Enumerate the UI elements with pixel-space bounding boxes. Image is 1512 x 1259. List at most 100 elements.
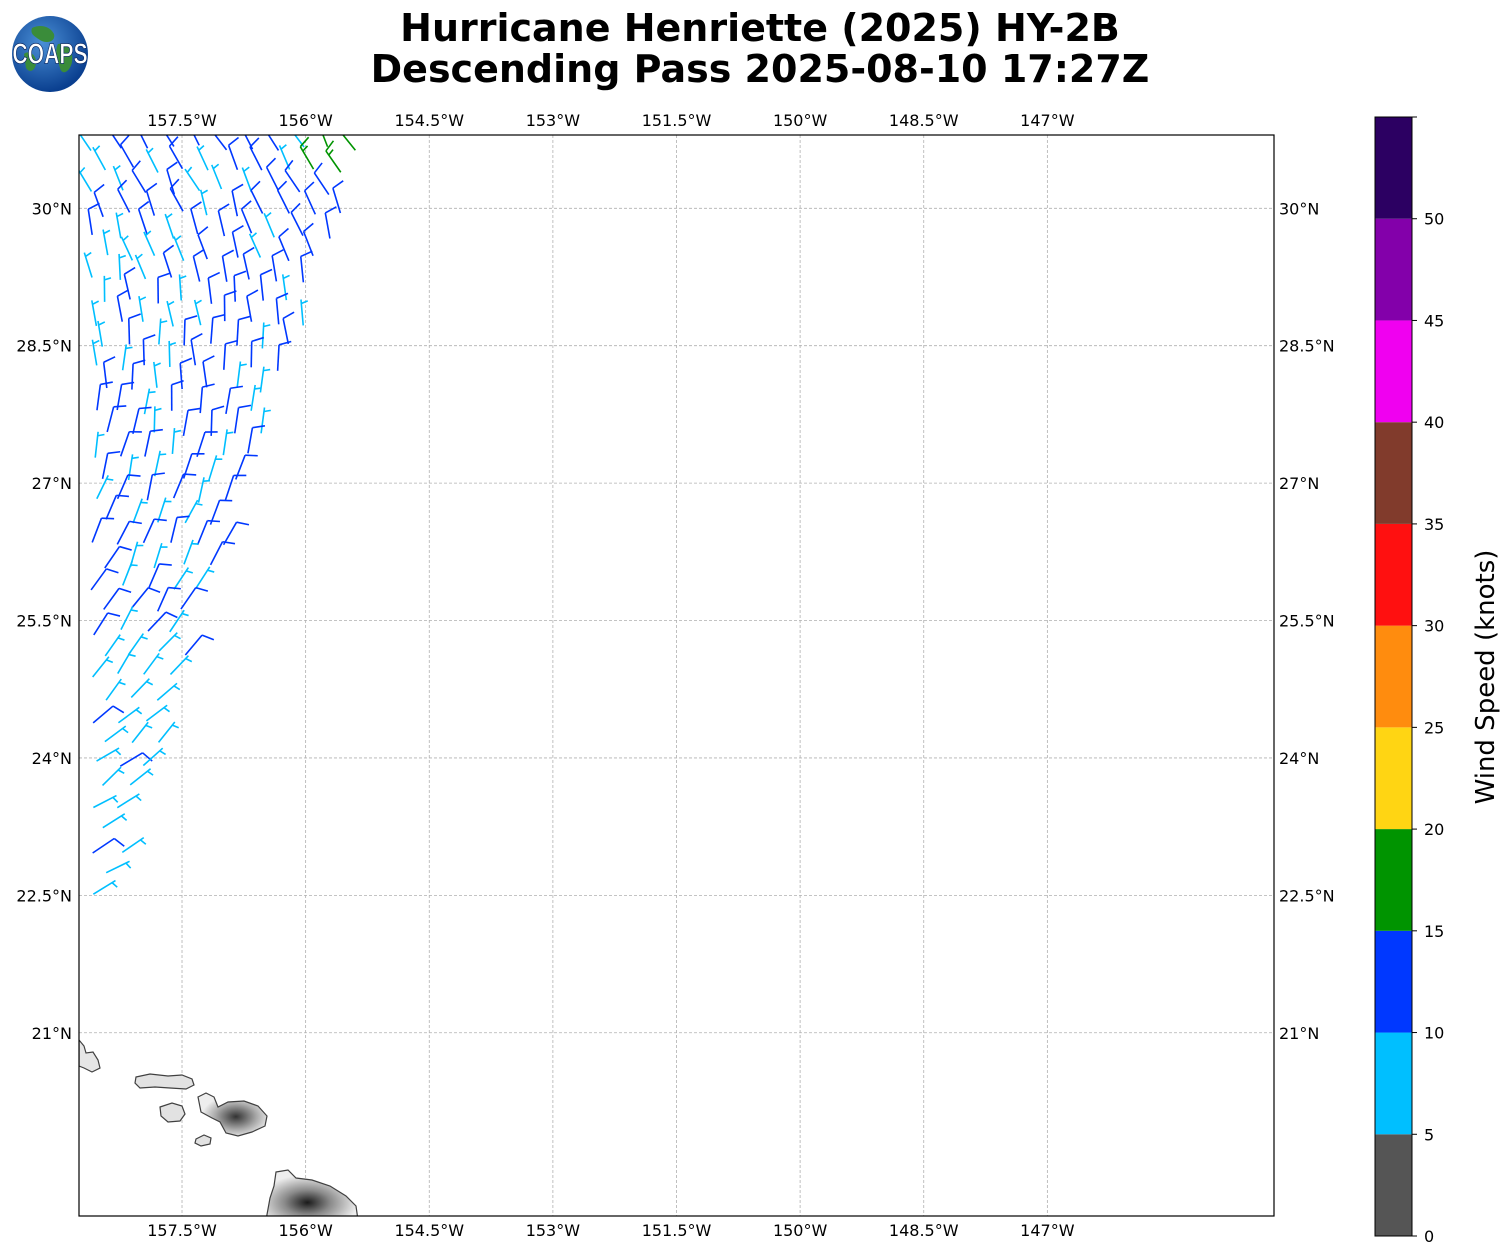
barb-shaft <box>145 148 159 173</box>
lon-tick-label-bottom: 151.5°W <box>642 1221 712 1240</box>
barb-shaft <box>92 146 107 171</box>
barb-flag <box>127 474 141 477</box>
barb-half-flag <box>282 274 290 280</box>
wind-barb <box>92 705 125 724</box>
wind-barb <box>249 137 263 171</box>
barb-half-flag <box>302 145 309 152</box>
barb-flag <box>166 161 178 171</box>
barb-shaft <box>183 539 194 565</box>
wind-barb <box>116 793 142 809</box>
barb-shaft <box>170 517 178 543</box>
barb-flag <box>93 183 105 194</box>
lon-tick-label-top: 154.5°W <box>394 111 464 130</box>
barb-flag <box>119 545 132 551</box>
barb-shaft <box>131 587 149 609</box>
barb-half-flag <box>265 212 272 218</box>
wind-barb <box>157 272 171 304</box>
barb-flag <box>332 180 344 189</box>
wind-barb <box>195 566 215 590</box>
wind-barb <box>240 200 253 234</box>
barb-flag <box>118 587 132 593</box>
wind-barb <box>290 202 304 236</box>
maui-coast <box>197 1092 268 1137</box>
barb-shaft <box>103 587 120 610</box>
wind-barb <box>247 425 266 454</box>
wind-barb <box>236 315 251 346</box>
barb-shaft <box>142 518 155 544</box>
barb-shaft <box>153 361 158 388</box>
map-title-line-2: Descending Pass 2025-08-10 17:27Z <box>370 47 1150 91</box>
wind-barb <box>342 135 356 151</box>
wind-barb <box>166 161 178 195</box>
wind-barb <box>97 320 106 347</box>
wind-barb <box>129 541 144 567</box>
lat-tick-label-left: 25.5°N <box>16 612 72 631</box>
barb-shaft <box>79 169 93 192</box>
barb-flag <box>138 406 152 410</box>
lon-tick-label-top: 151.5°W <box>642 111 712 130</box>
barb-half-flag <box>139 839 147 845</box>
barb-shaft <box>242 253 250 280</box>
wind-barb <box>196 145 209 171</box>
barb-shaft <box>157 721 176 743</box>
lon-tick-label-bottom: 156°W <box>278 1221 333 1240</box>
barb-flag <box>116 494 130 498</box>
wind-barb <box>158 318 168 345</box>
barb-flag <box>222 540 236 545</box>
barb-shaft <box>324 212 331 239</box>
barb-shaft <box>184 499 199 524</box>
barb-flag <box>290 202 301 213</box>
barb-half-flag <box>94 145 101 152</box>
barb-shaft <box>263 213 275 238</box>
barb-shaft <box>275 298 280 325</box>
map-frame <box>78 134 1275 1217</box>
barb-flag <box>131 160 141 171</box>
barb-flag <box>106 568 119 574</box>
lon-tick-label-bottom: 148.5°W <box>889 1221 959 1240</box>
barb-flag <box>138 200 150 210</box>
wind-barb <box>96 747 122 762</box>
wind-barb <box>103 587 132 610</box>
wind-barb <box>227 136 240 171</box>
barb-shaft <box>265 166 280 191</box>
wind-barb <box>104 545 132 569</box>
barb-half-flag <box>171 724 179 729</box>
wind-barb <box>92 656 114 678</box>
barb-shaft <box>332 187 342 214</box>
barb-half-flag <box>212 163 220 170</box>
barb-shaft <box>123 273 131 300</box>
barb-shaft <box>168 145 184 170</box>
wind-barb <box>156 682 181 701</box>
oahu-coast <box>79 1039 101 1073</box>
barb-shaft <box>97 320 104 347</box>
barb-shaft <box>121 836 145 854</box>
barb-half-flag <box>115 749 122 756</box>
barb-half-flag <box>301 300 309 305</box>
barb-shaft <box>116 793 140 809</box>
barb-flag <box>107 612 121 617</box>
barb-half-flag <box>185 570 194 574</box>
wind-barb <box>91 339 100 366</box>
barb-shaft <box>299 146 315 170</box>
barb-flag <box>113 405 127 408</box>
barb-half-flag <box>167 300 175 306</box>
wind-barb <box>146 472 165 501</box>
barb-shaft <box>162 252 173 278</box>
barb-half-flag <box>181 612 189 617</box>
barb-shaft <box>83 252 93 278</box>
wind-barb <box>303 181 317 215</box>
barb-half-flag <box>154 407 162 412</box>
barb-shaft <box>246 296 253 322</box>
barb-half-flag <box>263 409 271 413</box>
wind-barb <box>92 837 125 854</box>
barb-flag <box>119 135 130 146</box>
barb-flag <box>276 292 289 300</box>
barb-shaft <box>169 609 185 633</box>
barb-shaft <box>96 747 120 762</box>
barb-half-flag <box>146 680 154 686</box>
wind-barb <box>223 339 238 370</box>
barb-flag <box>299 136 310 148</box>
barb-shaft <box>158 318 162 345</box>
lat-tick-label-right: 25.5°N <box>1279 612 1335 631</box>
barb-flag <box>238 404 252 409</box>
